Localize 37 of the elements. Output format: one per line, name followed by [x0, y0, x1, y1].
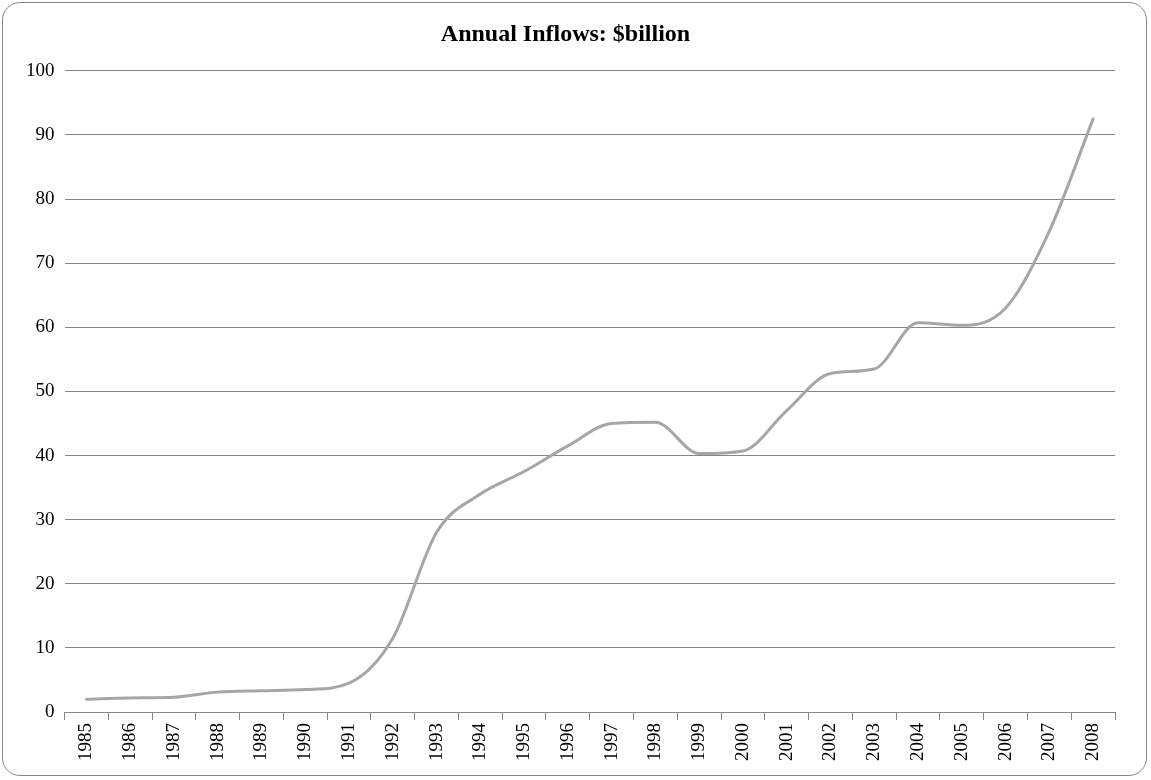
y-tick-label: 80 — [35, 187, 55, 209]
x-tick-label: 2003 — [862, 723, 884, 761]
y-tick-label: 20 — [35, 571, 55, 593]
y-tick-label: 40 — [35, 443, 55, 465]
y-tick-label: 0 — [45, 699, 55, 721]
x-tick-label: 1990 — [293, 723, 315, 761]
x-tick-label: 2004 — [906, 722, 928, 761]
x-tick-label: 1995 — [512, 723, 534, 761]
line-series — [84, 117, 1095, 701]
x-tick-label: 1997 — [599, 723, 621, 761]
y-tick-label: 100 — [26, 58, 55, 80]
x-tick-label: 1996 — [555, 723, 577, 761]
x-tick-label: 2006 — [993, 723, 1015, 761]
x-tick-label: 1998 — [643, 723, 665, 761]
x-tick-label: 2001 — [774, 723, 796, 761]
x-tick-label: 2007 — [1037, 723, 1059, 761]
x-tick-label: 1991 — [336, 723, 358, 761]
x-tick-label: 1993 — [424, 723, 446, 761]
y-tick-label: 10 — [35, 635, 55, 657]
y-tick-label: 30 — [35, 507, 55, 529]
x-tick-label: 1989 — [249, 723, 271, 761]
x-tick-label: 2002 — [818, 723, 840, 761]
x-tick-label: 1994 — [468, 722, 490, 761]
x-tick-label: 2005 — [949, 723, 971, 761]
x-tick-label: 1985 — [74, 723, 96, 761]
y-tick-label: 50 — [35, 379, 55, 401]
x-tick-label: 1988 — [205, 723, 227, 761]
x-tick-label: 1987 — [161, 723, 183, 761]
x-tick-label: 1999 — [687, 723, 709, 761]
chart-title: Annual Inflows: $billion — [440, 19, 691, 46]
x-tick-label: 2000 — [730, 723, 752, 761]
y-tick-label: 90 — [35, 122, 55, 144]
x-tick-label: 2008 — [1081, 723, 1103, 761]
x-tick-label: 1986 — [118, 723, 140, 761]
x-tick-label: 1992 — [380, 723, 402, 761]
y-tick-label: 60 — [35, 315, 55, 337]
y-tick-label: 70 — [35, 251, 55, 273]
